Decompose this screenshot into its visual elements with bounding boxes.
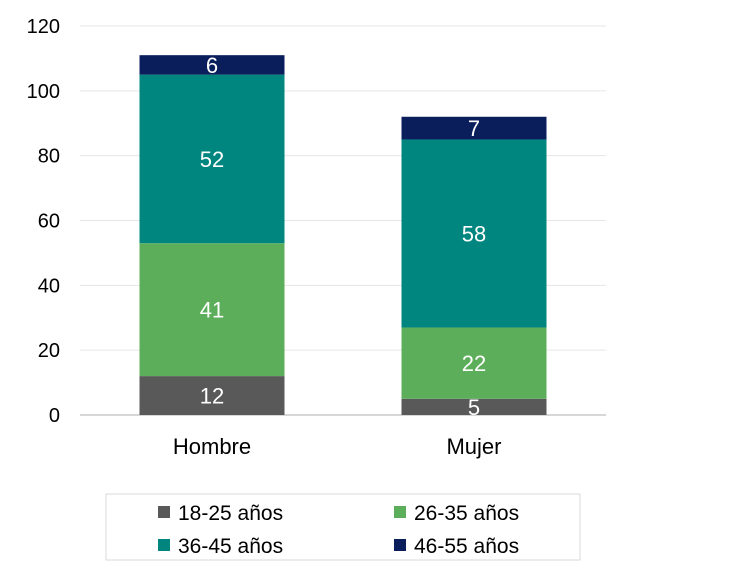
x-tick-label: Mujer	[446, 434, 501, 459]
bar-segment	[139, 74, 285, 244]
y-tick-label: 0	[49, 405, 60, 427]
data-label: 52	[200, 147, 224, 172]
bar-segment	[401, 139, 547, 328]
x-axis-ticks: Hombre Mujer	[173, 434, 502, 459]
y-tick-label: 80	[38, 146, 60, 168]
data-label: 6	[206, 53, 218, 78]
y-tick-label: 40	[38, 275, 60, 297]
legend-label: 36-45 años	[178, 535, 283, 558]
data-label: 58	[462, 221, 486, 246]
legend-label: 26-35 años	[414, 502, 519, 525]
x-tick-label: Hombre	[173, 434, 251, 459]
y-tick-label: 120	[27, 16, 60, 38]
legend: 18-25 años 26-35 años 36-45 años 46-55 años	[105, 493, 581, 561]
legend-swatch	[394, 539, 406, 551]
legend-swatch	[158, 506, 170, 518]
bar-segment	[139, 376, 285, 415]
legend-swatch	[394, 506, 406, 518]
bar-segment	[401, 327, 547, 399]
data-label: 7	[468, 116, 480, 141]
legend-label: 46-55 años	[414, 535, 519, 558]
data-label: 41	[200, 298, 224, 323]
y-tick-label: 20	[38, 340, 60, 362]
data-label: 5	[468, 395, 480, 420]
legend-box	[105, 493, 581, 561]
data-label: 12	[200, 384, 224, 409]
legend-label: 18-25 años	[178, 502, 283, 525]
legend-swatch	[158, 539, 170, 551]
y-tick-label: 100	[27, 81, 60, 103]
bars: 12 41 52 6 5 22 58 7	[139, 53, 547, 420]
bar-segment	[139, 55, 285, 75]
data-label: 22	[462, 351, 486, 376]
bar-segment	[401, 116, 547, 140]
y-axis-ticks: 0 20 40 60 80 100 120	[27, 16, 60, 427]
y-tick-label: 60	[38, 211, 60, 233]
bar-segment	[139, 243, 285, 377]
bar-segment	[401, 398, 547, 415]
